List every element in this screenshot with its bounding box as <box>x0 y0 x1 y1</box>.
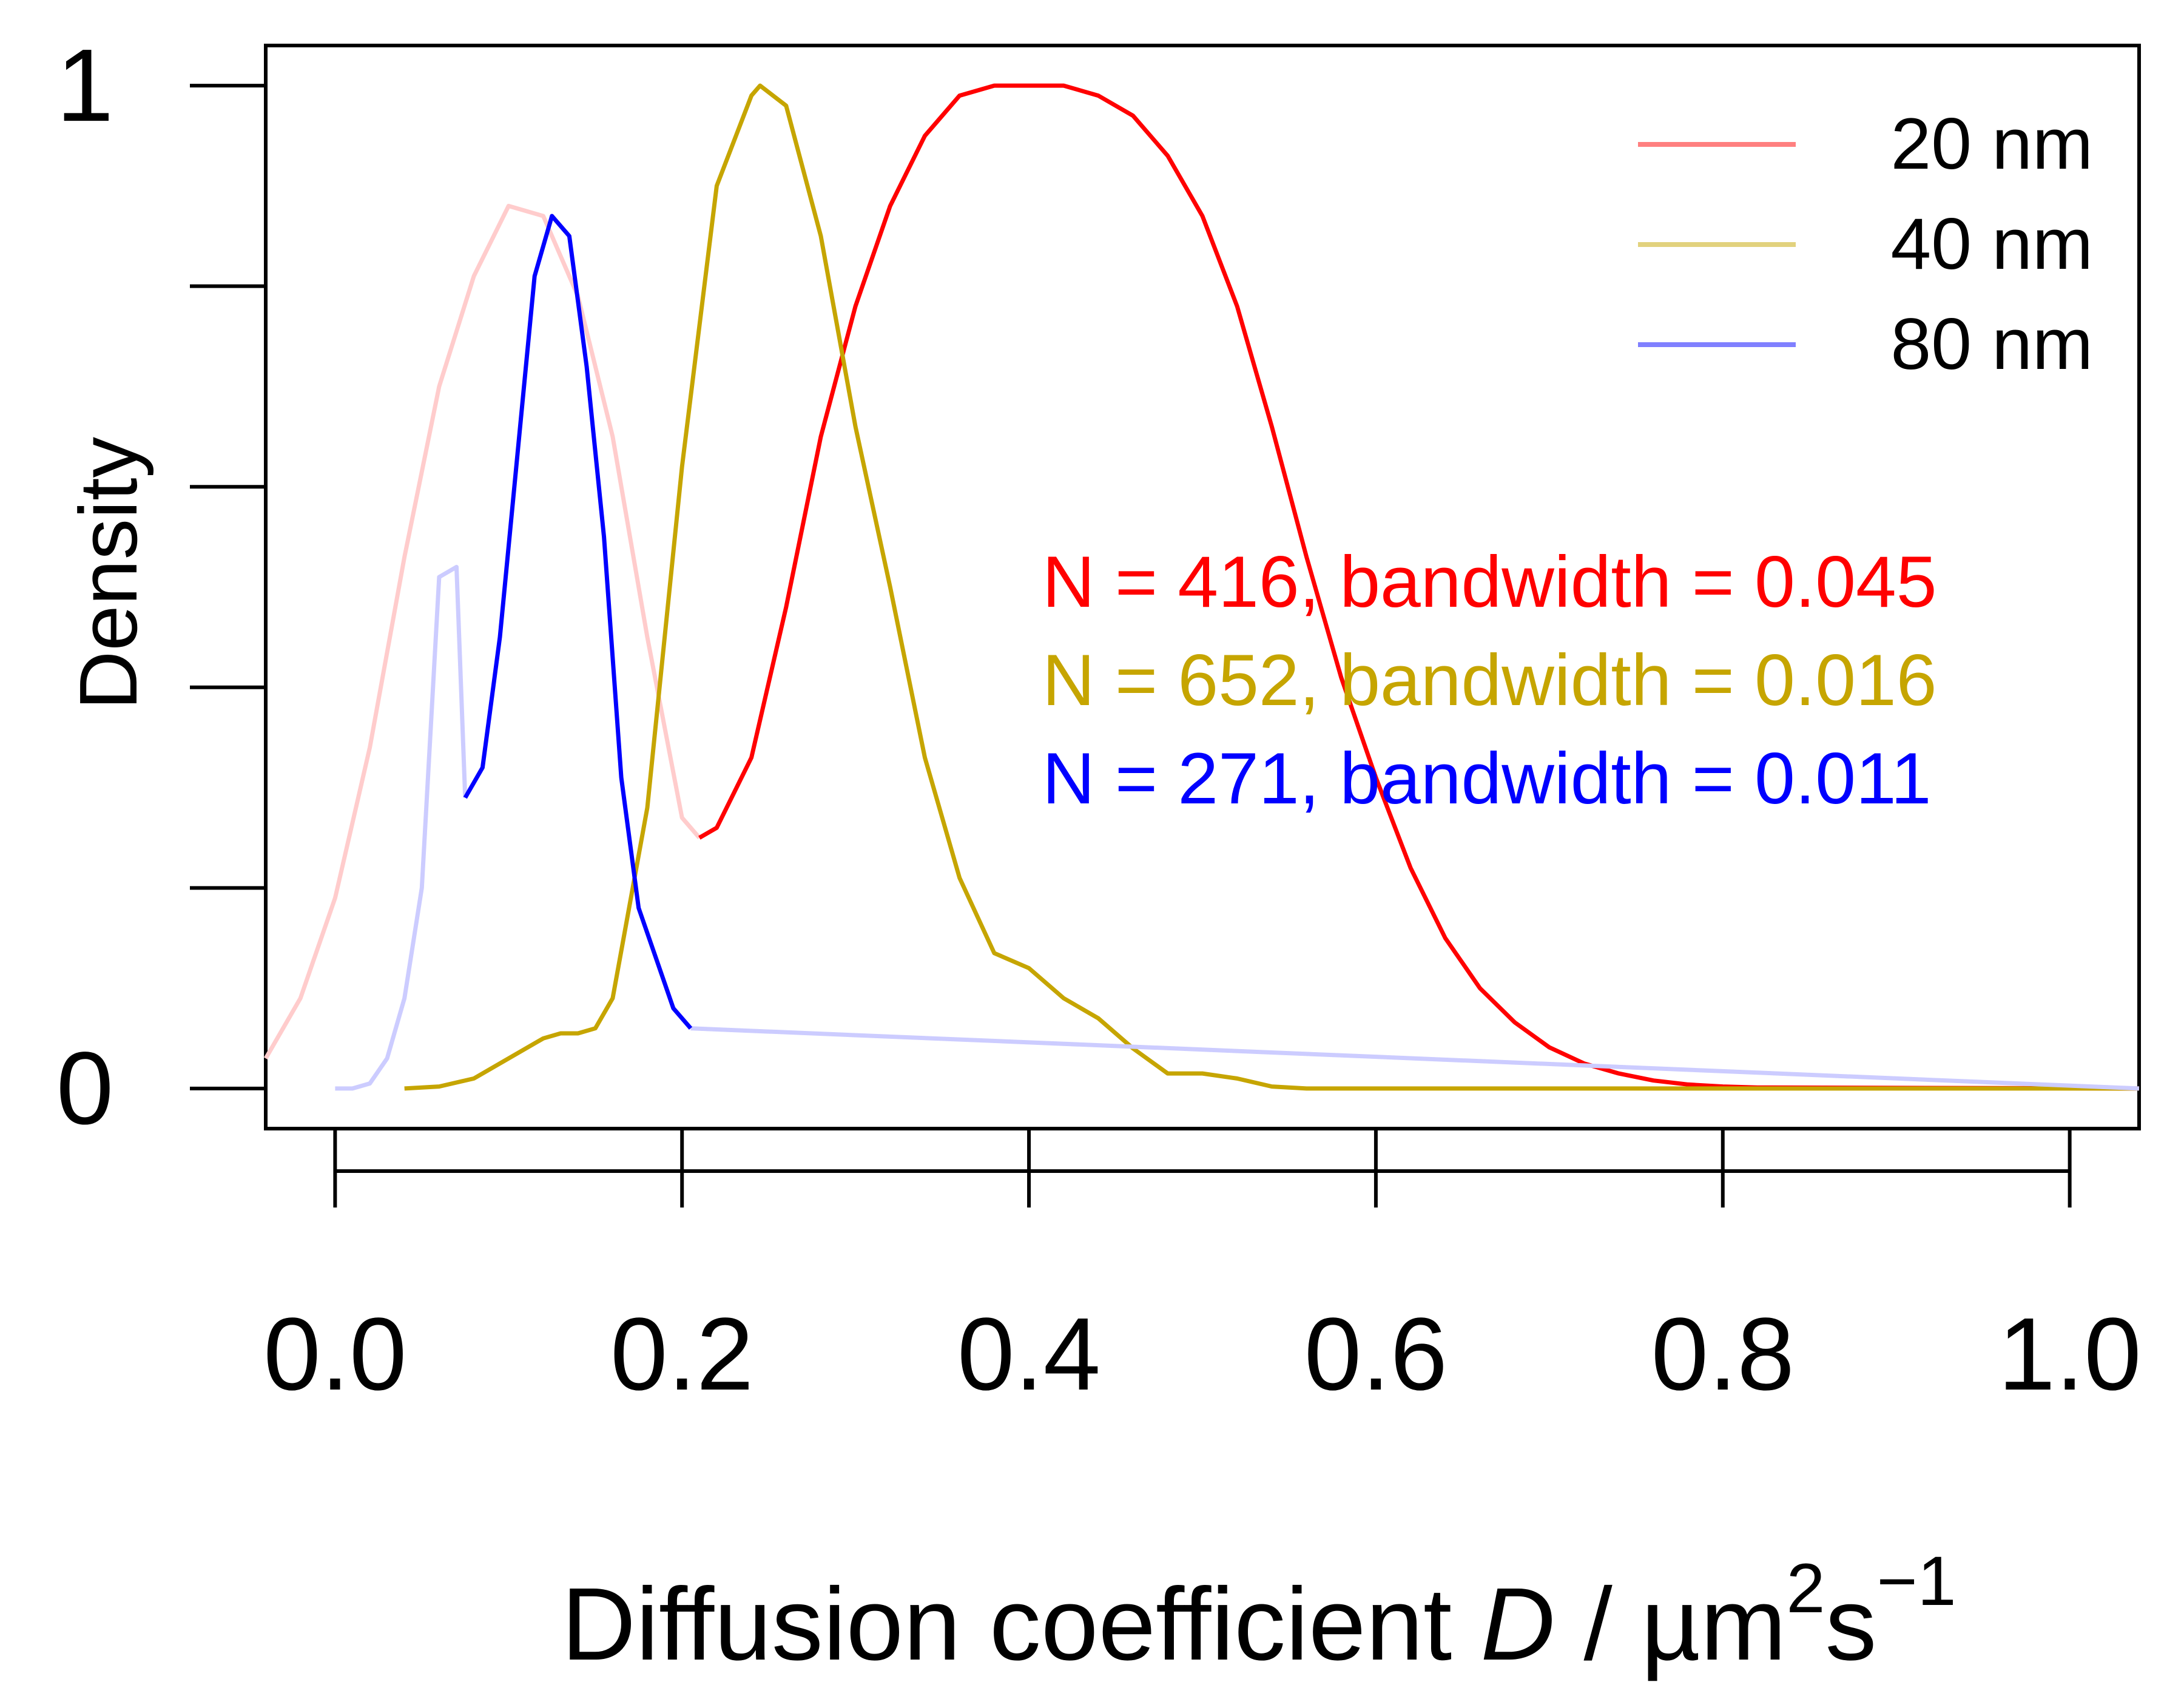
x-axis-label-mid: s <box>1825 1567 1877 1682</box>
x-axis-label: Diffusion coefficient D / µm2s−1 <box>561 1542 1956 1682</box>
series-line <box>463 214 693 1030</box>
x-tick-label: 0.6 <box>1304 1297 1448 1412</box>
x-axis: 0.0 0.2 0.4 0.6 0.8 1.0 <box>263 1129 2142 1412</box>
series-80-nm <box>335 214 2140 1091</box>
series-line <box>698 83 2140 1091</box>
annotation: N = 271, bandwidth = 0.011 <box>1042 738 1932 819</box>
series-line-faded <box>690 1026 2140 1091</box>
annotations: N = 416, bandwidth = 0.045 N = 652, bandw… <box>1042 541 1936 819</box>
legend-label: 40 nm <box>1890 203 2093 285</box>
y-axis: 01 <box>56 28 266 1146</box>
x-tick-label: 0.2 <box>610 1297 753 1412</box>
series-line-faded <box>263 203 701 1060</box>
x-tick-label: 1.0 <box>1998 1297 2141 1412</box>
x-axis-label-unit: / µm <box>1555 1567 1786 1682</box>
x-tick-label: 0.8 <box>1651 1297 1795 1412</box>
legend: 20 nm 40 nm 80 nm <box>1638 103 2093 385</box>
annotation: N = 416, bandwidth = 0.045 <box>1042 541 1936 623</box>
series-layer <box>263 83 2140 1091</box>
y-axis-label: Density <box>62 436 154 710</box>
x-axis-label-sup1: 2 <box>1787 1550 1825 1627</box>
annotation: N = 652, bandwidth = 0.016 <box>1042 640 1936 721</box>
series-40-nm <box>404 83 2139 1091</box>
legend-label: 20 nm <box>1890 103 2093 184</box>
x-axis-label-sup2: −1 <box>1877 1542 1956 1620</box>
x-tick-label: 0.4 <box>957 1297 1100 1412</box>
x-axis-label-prefix: Diffusion coefficient <box>561 1567 1480 1682</box>
series-line <box>404 83 2139 1091</box>
series-line-faded <box>335 564 468 1091</box>
plot-frame <box>264 44 2141 1130</box>
y-tick-label: 0 <box>56 1031 114 1146</box>
y-tick-label: 1 <box>56 28 114 143</box>
legend-label: 80 nm <box>1890 303 2093 385</box>
x-axis-label-symbol: D <box>1481 1567 1555 1682</box>
series-20-nm <box>263 83 2140 1091</box>
x-tick-label: 0.0 <box>263 1297 406 1412</box>
